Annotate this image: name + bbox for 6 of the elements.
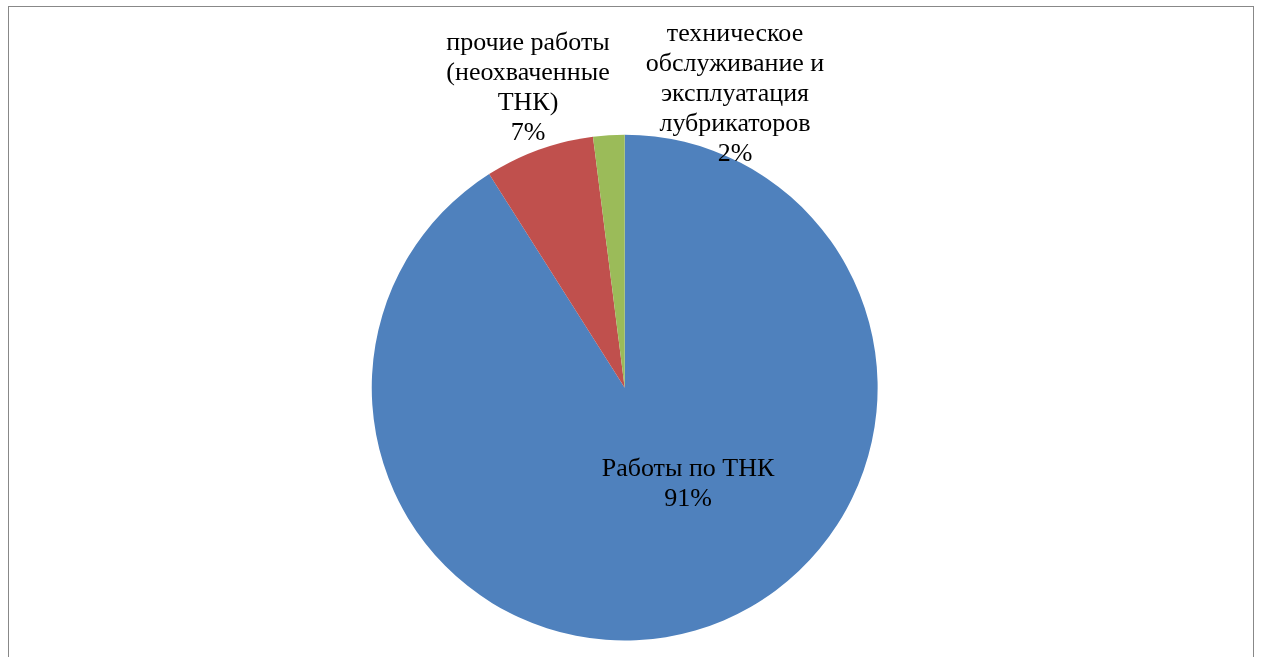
slice-label: Работы по ТНК xyxy=(601,452,775,482)
slice-label: техническое обслуживание и эксплуатация лубрикаторов xyxy=(645,17,825,137)
slice-label: прочие работы (неохваченные ТНК) xyxy=(446,26,610,116)
data-label: 91% xyxy=(664,482,712,512)
data-label: 2% xyxy=(717,137,753,167)
data-label: 7% xyxy=(510,116,546,146)
